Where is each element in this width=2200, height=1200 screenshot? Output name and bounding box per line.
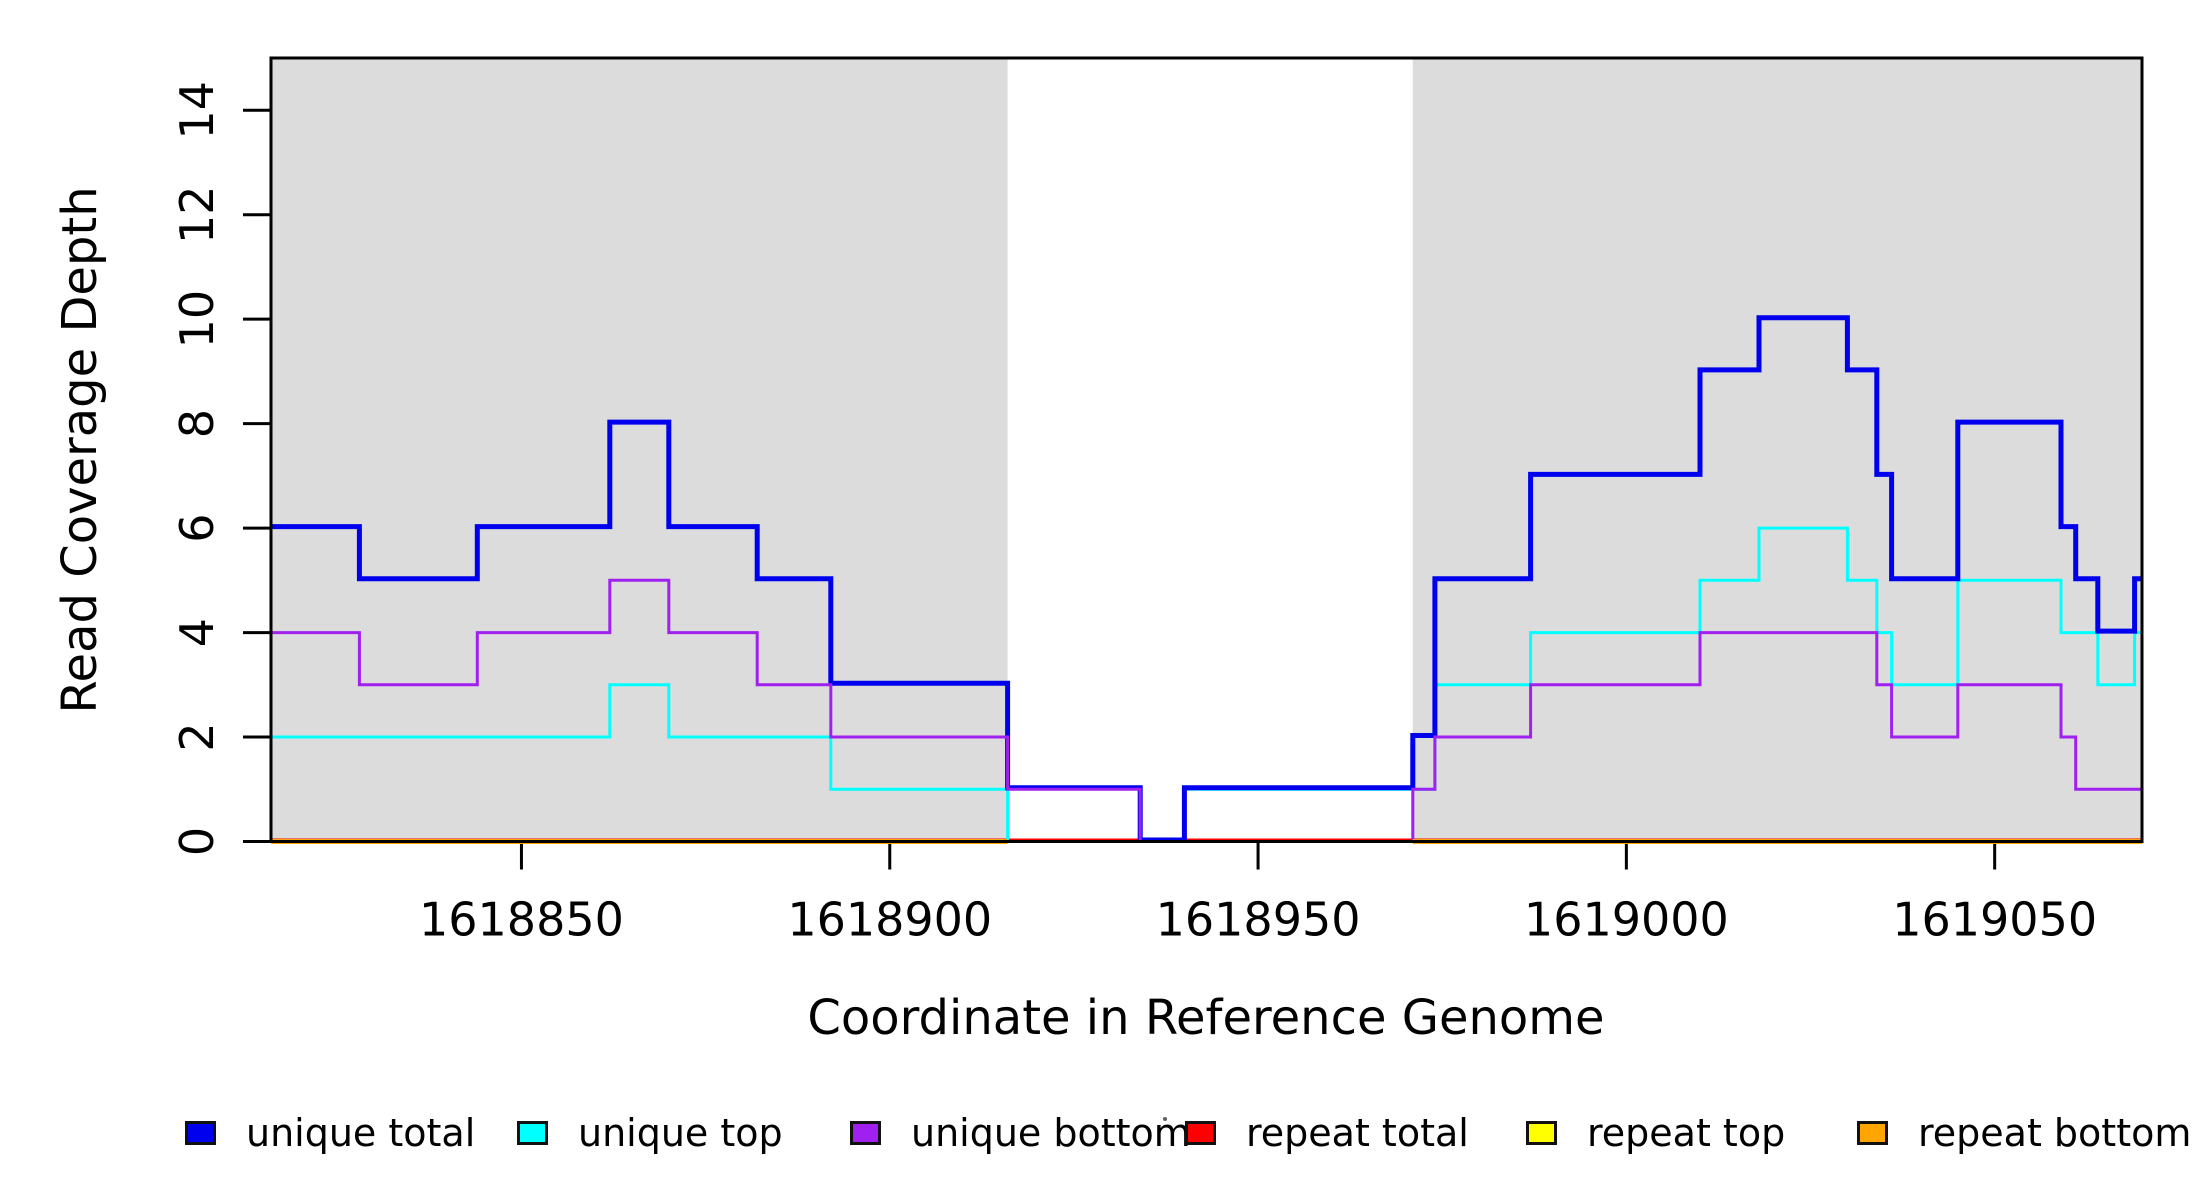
series-line-unique-total <box>271 315 2142 843</box>
legend-label-repeat-bottom: repeat bottom <box>1918 1111 2192 1155</box>
y-tick-label: 6 <box>170 513 224 542</box>
legend-swatch-repeat-top <box>1526 1121 1557 1145</box>
unique-region-right <box>1412 58 2142 842</box>
legend-item-repeat-bottom: repeat bottom <box>1857 1108 2191 1158</box>
y-tick-label: 4 <box>170 618 224 647</box>
legend-label-repeat-top: repeat top <box>1587 1111 1786 1155</box>
y-tick-label: 0 <box>170 827 224 856</box>
legend-item-repeat-total: repeat total <box>1185 1108 1469 1158</box>
legend-item-unique-bottom: unique bottom <box>850 1108 1191 1158</box>
y-tick-label: 14 <box>170 81 224 140</box>
series-line-unique-bottom <box>271 578 2142 843</box>
unique-region-left <box>271 58 1008 842</box>
legend-item-repeat-top: repeat top <box>1526 1108 1785 1158</box>
x-tick-label: 1618850 <box>419 893 624 947</box>
legend-label-repeat-total: repeat total <box>1246 1111 1469 1155</box>
y-tick-label: 2 <box>170 722 224 751</box>
legend-label-unique-top: unique top <box>578 1111 783 1155</box>
legend-swatch-unique-total <box>185 1121 216 1145</box>
y-tick-label: 8 <box>170 409 224 438</box>
series-line-unique-top <box>271 526 2142 843</box>
speck-artifact <box>1163 1117 1167 1121</box>
legend-swatch-unique-bottom <box>850 1121 881 1145</box>
x-tick-label: 1619000 <box>1524 893 1729 947</box>
x-tick-label: 1618900 <box>787 893 992 947</box>
legend-item-unique-top: unique top <box>517 1108 783 1158</box>
y-tick-label: 10 <box>170 290 224 349</box>
x-tick-label: 1619050 <box>1892 893 2097 947</box>
legend-swatch-repeat-total <box>1185 1121 1216 1145</box>
plot-border <box>269 56 2144 843</box>
x-tick-label: 1618950 <box>1156 893 1361 947</box>
legend: unique total unique top unique bottom repea… <box>0 1108 2200 1158</box>
legend-item-unique-total: unique total <box>185 1108 475 1158</box>
legend-label-unique-total: unique total <box>246 1111 476 1155</box>
y-axis-title: Read Coverage Depth <box>52 186 108 714</box>
legend-swatch-unique-top <box>517 1121 548 1145</box>
y-tick-label: 12 <box>170 185 224 244</box>
legend-swatch-repeat-bottom <box>1857 1121 1888 1145</box>
legend-label-unique-bottom: unique bottom <box>911 1111 1191 1155</box>
x-axis-title: Coordinate in Reference Genome <box>807 990 1605 1046</box>
